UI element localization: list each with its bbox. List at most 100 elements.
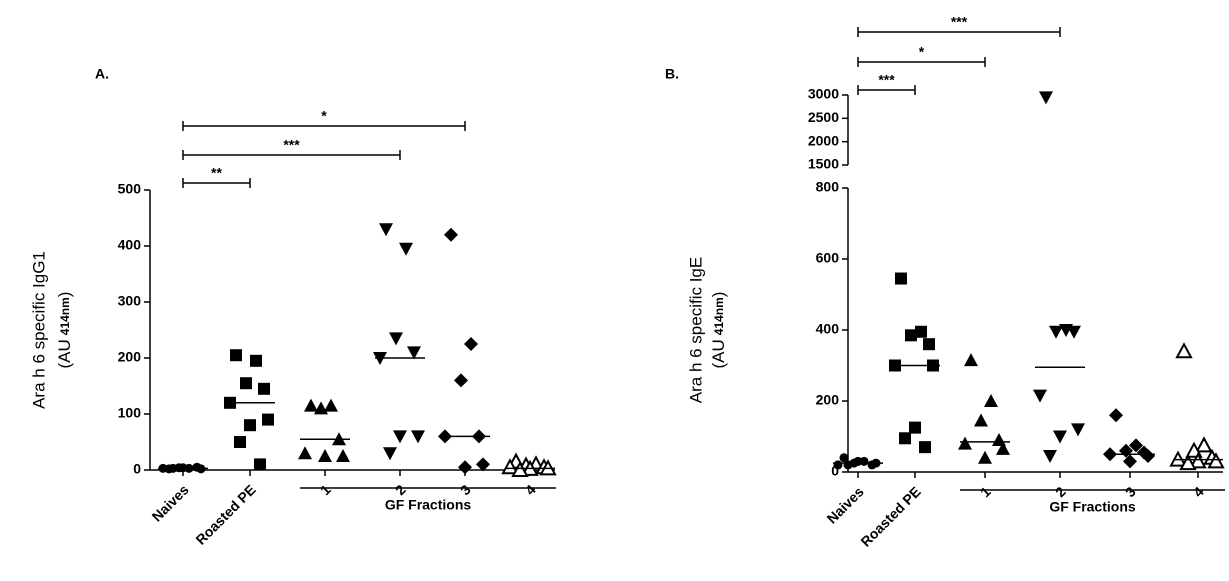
y-tick-label: 600: [816, 250, 840, 266]
data-point: [984, 394, 998, 407]
data-point: [407, 346, 421, 360]
data-point: [899, 432, 911, 445]
data-point: [244, 419, 256, 432]
data-point: [839, 453, 849, 463]
group-label: GF Fractions: [385, 497, 472, 513]
y-tick-label: 400: [118, 237, 142, 253]
y-tick-label: 200: [816, 392, 840, 408]
data-point: [314, 401, 328, 415]
data-point: [298, 446, 312, 460]
data-point: [230, 349, 242, 362]
data-point: [964, 353, 978, 367]
data-point: [1129, 438, 1143, 453]
data-point: [383, 447, 397, 461]
data-point: [1109, 408, 1123, 423]
data-point: [234, 436, 246, 448]
data-point: [389, 332, 403, 346]
y-tick-label: 2000: [808, 132, 839, 148]
y-axis-unit: (AU 414nm): [55, 292, 74, 369]
data-point: [393, 430, 407, 444]
data-point: [454, 373, 468, 388]
data-point: [915, 325, 927, 338]
y-tick-label: 100: [118, 405, 142, 421]
x-tick-label: 3: [457, 481, 474, 498]
significance-label: ***: [951, 14, 968, 30]
unit: (AU: [709, 339, 728, 368]
y-axis-label: Ara h 6 specific IgE: [686, 257, 705, 403]
data-point: [1039, 91, 1053, 105]
y-tick-label: 3000: [808, 86, 839, 102]
y-tick-label: 500: [118, 181, 142, 197]
data-point: [919, 441, 931, 454]
x-tick-label: Roasted PE: [857, 483, 923, 549]
y-tick-label: 1500: [808, 156, 839, 172]
data-point: [1049, 325, 1063, 339]
data-point: [511, 460, 529, 477]
x-tick-label: 4: [522, 481, 539, 498]
data-point: [444, 227, 458, 242]
data-point: [464, 337, 478, 351]
data-point: [318, 449, 332, 462]
unit-subscript: 414nm: [58, 297, 72, 335]
panel-label: A.: [95, 66, 109, 82]
x-tick-label: 2: [392, 481, 409, 498]
data-point: [1175, 342, 1193, 359]
data-point: [1207, 452, 1225, 469]
data-point: [501, 458, 519, 475]
x-tick-label: 1: [977, 483, 994, 500]
panel-label: B.: [665, 66, 679, 82]
unit-end: ): [55, 292, 74, 298]
data-point: [1123, 454, 1137, 469]
data-point: [958, 436, 972, 450]
data-point: [476, 457, 490, 472]
significance-label: **: [211, 165, 222, 181]
y-tick-label: 2500: [808, 109, 839, 125]
data-point: [258, 382, 270, 395]
data-point: [304, 398, 318, 412]
data-point: [411, 430, 425, 444]
data-point: [1053, 430, 1067, 444]
data-point: [379, 223, 393, 237]
y-tick-label: 0: [133, 461, 141, 477]
x-tick-label: 3: [1122, 483, 1139, 500]
y-tick-label: 0: [831, 463, 839, 479]
x-tick-label: Naives: [148, 481, 191, 524]
unit-end: ): [709, 292, 728, 298]
data-point: [1195, 436, 1213, 453]
y-tick-label: 800: [816, 179, 840, 195]
data-point: [996, 441, 1010, 455]
y-axis-label: Ara h 6 specific IgG1: [29, 251, 48, 409]
data-point: [895, 272, 907, 285]
data-point: [833, 460, 843, 470]
group-label: GF Fractions: [1049, 499, 1136, 515]
x-tick-label: Naives: [823, 483, 866, 526]
data-point: [240, 377, 252, 390]
x-tick-label: Roasted PE: [192, 481, 258, 547]
data-point: [1033, 389, 1047, 403]
significance-label: ***: [283, 137, 300, 153]
y-tick-label: 300: [118, 293, 142, 309]
data-point: [254, 458, 266, 471]
data-point: [458, 460, 472, 475]
data-point: [250, 354, 262, 367]
data-point: [1141, 449, 1155, 464]
data-point: [336, 449, 350, 462]
x-tick-label: 1: [317, 481, 334, 498]
data-point: [843, 460, 853, 470]
unit-subscript: 414nm: [712, 297, 726, 335]
y-axis-unit: (AU 414nm): [709, 292, 728, 369]
y-tick-label: 200: [118, 349, 142, 365]
x-tick-label: 4: [1190, 483, 1207, 500]
data-point: [909, 421, 921, 434]
data-point: [974, 413, 988, 427]
data-point: [905, 329, 917, 342]
data-point: [262, 413, 274, 426]
data-point: [1043, 450, 1057, 464]
data-point: [399, 242, 413, 256]
data-point: [853, 456, 863, 466]
significance-label: *: [919, 44, 925, 60]
data-point: [1067, 325, 1081, 339]
data-point: [923, 338, 935, 351]
unit: (AU: [55, 339, 74, 368]
